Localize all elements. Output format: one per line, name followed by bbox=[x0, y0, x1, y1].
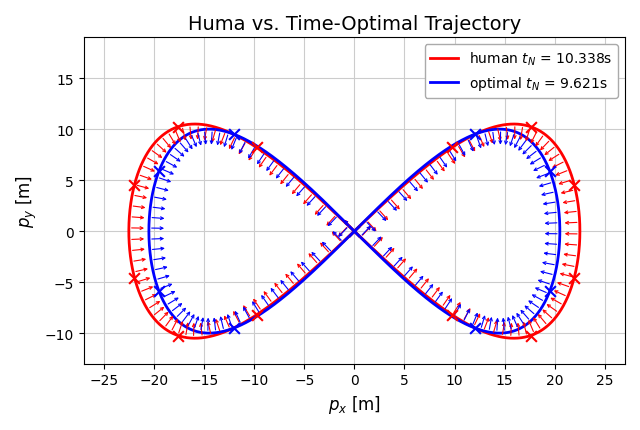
Point bbox=[470, 325, 480, 332]
Legend: human $t_N$ = 10.338s, optimal $t_N$ = 9.621s: human $t_N$ = 10.338s, optimal $t_N$ = 9… bbox=[425, 45, 618, 98]
Point bbox=[447, 144, 458, 151]
Point bbox=[173, 332, 183, 339]
Point bbox=[569, 182, 579, 189]
Point bbox=[129, 274, 140, 281]
Point bbox=[252, 144, 262, 151]
Title: Huma vs. Time-Optimal Trajectory: Huma vs. Time-Optimal Trajectory bbox=[188, 15, 521, 34]
Point bbox=[228, 132, 239, 138]
X-axis label: $p_x$ [m]: $p_x$ [m] bbox=[328, 393, 381, 415]
Point bbox=[545, 288, 555, 295]
Point bbox=[173, 124, 183, 131]
Point bbox=[525, 124, 536, 131]
Point bbox=[129, 182, 140, 189]
Point bbox=[349, 228, 360, 235]
Point bbox=[545, 168, 555, 175]
Point bbox=[154, 288, 164, 295]
Y-axis label: $p_y$ [m]: $p_y$ [m] bbox=[15, 175, 39, 227]
Point bbox=[569, 274, 579, 281]
Point bbox=[349, 228, 360, 235]
Point bbox=[349, 228, 360, 235]
Point bbox=[228, 325, 239, 332]
Point bbox=[349, 228, 360, 235]
Point bbox=[154, 168, 164, 175]
Point bbox=[525, 332, 536, 339]
Point bbox=[470, 132, 480, 138]
Point bbox=[252, 312, 262, 319]
Point bbox=[447, 312, 458, 319]
